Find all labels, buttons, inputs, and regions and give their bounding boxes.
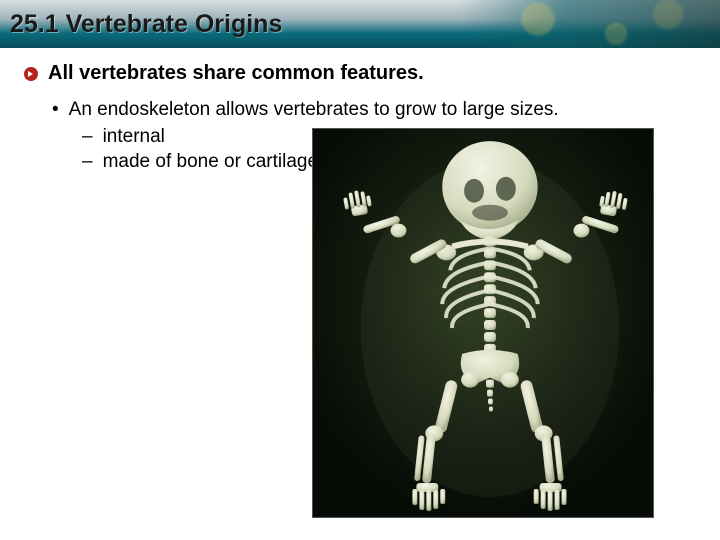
chapter-title: 25.1 Vertebrate Origins (10, 10, 282, 39)
section-title: All vertebrates share common features. (48, 62, 424, 85)
skeleton-svg (313, 129, 653, 517)
section-heading: All vertebrates share common features. (24, 62, 690, 85)
header-texture (460, 0, 720, 48)
slide-header: 25.1 Vertebrate Origins (0, 0, 720, 48)
dash-icon: – (82, 150, 93, 175)
dash-icon: – (82, 125, 93, 150)
xray-figure (312, 128, 654, 518)
bullet-dot: • (52, 99, 59, 121)
sub-bullet-text: made of bone or cartilage (103, 150, 318, 175)
play-bullet-icon (24, 67, 38, 81)
main-bullet-text: An endoskeleton allows vertebrates to gr… (69, 99, 559, 121)
sub-bullet-text: internal (103, 125, 165, 150)
main-bullet: • An endoskeleton allows vertebrates to … (52, 99, 559, 121)
